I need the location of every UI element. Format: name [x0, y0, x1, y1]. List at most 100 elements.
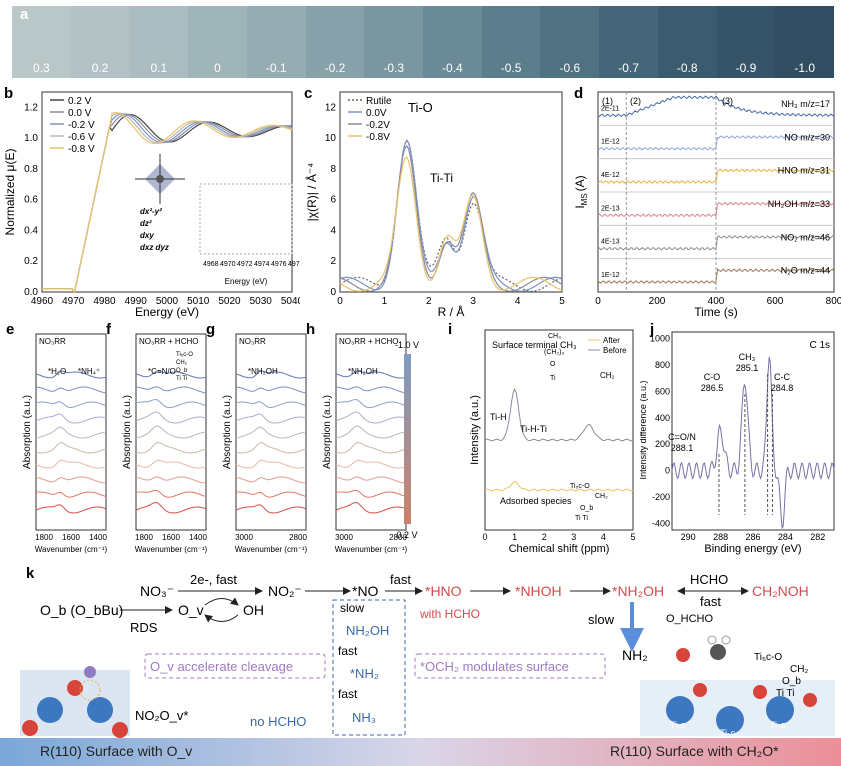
titi-k: Ti Ti [776, 688, 795, 699]
step-fast-1: fast [390, 572, 411, 587]
inset-tick: 4974 [254, 261, 270, 268]
x-tick: 286 [745, 532, 760, 542]
och2-box [414, 653, 606, 679]
x-tick: 1600 [62, 533, 80, 542]
ti-h-ti-label: Ti-H-Ti [520, 424, 547, 434]
ir-spectrum [35, 476, 106, 484]
potential-value: 0.2 [91, 61, 109, 75]
y-tick: 8 [330, 164, 336, 175]
branch-fast-2: fast [338, 687, 358, 701]
legend-entry: Rutile [366, 96, 392, 107]
exafs-curve [339, 156, 563, 292]
ti-o-label: Ti-O [408, 100, 433, 115]
ch2-ads-label: CH₂ [595, 493, 608, 500]
och2-box-text: *OCH₂ modulates surface [420, 659, 569, 674]
potential-value: -0.7 [618, 61, 639, 75]
x-tick: 1800 [35, 533, 53, 542]
potential-cell: 0.1 [129, 6, 189, 78]
potential-gradient-bar [404, 354, 411, 524]
xps-peak-label: C-O [704, 372, 721, 382]
bar-bottom-label: 0.2 V [396, 530, 417, 540]
slow-label-right: slow [588, 612, 615, 627]
ir-spectrum [235, 426, 307, 439]
potential-strip: 0.3 0.2 0.1 0 -0.1 -0.2 -0.3 -0.4 -0.5 -0.6 -0.7 -0… [12, 6, 835, 78]
trace-scale: 4E-12 [601, 172, 620, 179]
potential-value: 0 [214, 61, 221, 75]
exafs-curve [339, 144, 563, 292]
region-label: (1) [602, 96, 613, 106]
potential-value: -0.9 [735, 61, 757, 75]
panel-c-ylabel: |χ(R)| / Å⁻⁴ [304, 163, 319, 222]
ov-box-text: O_v accelerate cleavage [150, 659, 293, 674]
ti-h-label: Ti-H [490, 412, 507, 422]
ir-spectrum [335, 386, 407, 394]
orbital-diagram: dx²-y² dz² dxy dxz dyz [140, 207, 169, 252]
branch-slow-label: slow [340, 601, 364, 615]
panel-c-frame [339, 91, 563, 293]
panel-c-xlabel: R / Å [438, 304, 465, 319]
x-tick: 4980 [93, 296, 116, 307]
panels-e-h-ir: e NO₃RR *H₂O *NH₄⁺ 1800 1600 1400 Wavenumber (c… [6, 321, 419, 554]
ir-spectrum [235, 504, 307, 514]
x-tick: 1600 [162, 533, 180, 542]
ir-frame [235, 333, 307, 531]
no-node: *NO [352, 583, 379, 599]
legend-entry: -0.2 V [68, 120, 95, 131]
ti-ti-label-i: Ti Ti [575, 515, 588, 522]
nh2-node: NH₂ [622, 647, 648, 663]
ir-spectrum [335, 398, 407, 409]
ir-spectrum [235, 476, 306, 484]
potential-value: -0.2 [324, 61, 346, 75]
potential-value: -0.3 [383, 61, 405, 75]
no2-node: NO₂⁻ [268, 583, 302, 599]
step-2e-fast: 2e-, fast [190, 572, 237, 587]
orbital-label: dz² [140, 219, 152, 228]
inset-tick: 4970 [220, 261, 236, 268]
ir-spectrum [135, 489, 207, 498]
potential-value: -0.4 [442, 61, 463, 75]
o-label: O [550, 361, 556, 368]
x-tick: 1 [382, 296, 388, 307]
bar-top-label: -1.0 V [395, 340, 419, 350]
panel-d-label: d [574, 85, 583, 102]
potential-cell: 0.3 [12, 6, 71, 78]
y-tick: 800 [655, 360, 670, 370]
ir-spectrum [235, 442, 307, 454]
step-fast-2: fast [700, 594, 721, 609]
potential-value: -0.6 [559, 61, 581, 75]
nh2oh-node: *NH₂OH [612, 583, 664, 599]
x-tick: 4 [515, 296, 521, 307]
potential-value: -1.0 [794, 61, 816, 75]
x-tick: 3000 [235, 533, 253, 542]
y-tick: 6 [330, 195, 336, 206]
x-tick: 0 [595, 296, 601, 307]
ir-spectrum [235, 491, 307, 498]
ir-spectrum [335, 411, 407, 424]
x-tick: 2800 [289, 533, 307, 542]
ir-spectrum [35, 413, 107, 424]
y-tick: 4 [330, 225, 336, 236]
x-tick: 800 [826, 296, 841, 307]
nmr-spectrum [484, 388, 634, 442]
ohcho-label: O_HCHO [666, 613, 714, 625]
ir-spectrum [135, 398, 207, 409]
potential-value: -0.1 [265, 61, 287, 75]
ir-spectrum [135, 442, 207, 454]
ir-spectrum [35, 504, 107, 514]
x-tick: 1400 [89, 533, 107, 542]
bottom-gradient-bar: R(110) Surface with O_v R(110) Surface w… [0, 738, 841, 766]
ir-title: NO₃RR [239, 337, 266, 346]
ov-box [144, 653, 326, 679]
panel-d-ylabel: IMS(A) [573, 175, 589, 208]
x-tick: 0 [482, 532, 487, 542]
exafs-curve [339, 139, 563, 292]
panel-i-xlabel: Chemical shift (ppm) [509, 543, 610, 555]
xps-peak-value: 285.1 [736, 363, 759, 373]
trace-name: NH₃ m/z=17 [781, 99, 830, 109]
legend-entry: 0.0V [366, 108, 387, 119]
ir-spectrum [135, 459, 207, 469]
y-tick: 1.2 [24, 102, 38, 113]
ti5c-3: Ti₅c [770, 720, 786, 730]
ti5c-o-label: Ti₅c-O [570, 483, 590, 490]
